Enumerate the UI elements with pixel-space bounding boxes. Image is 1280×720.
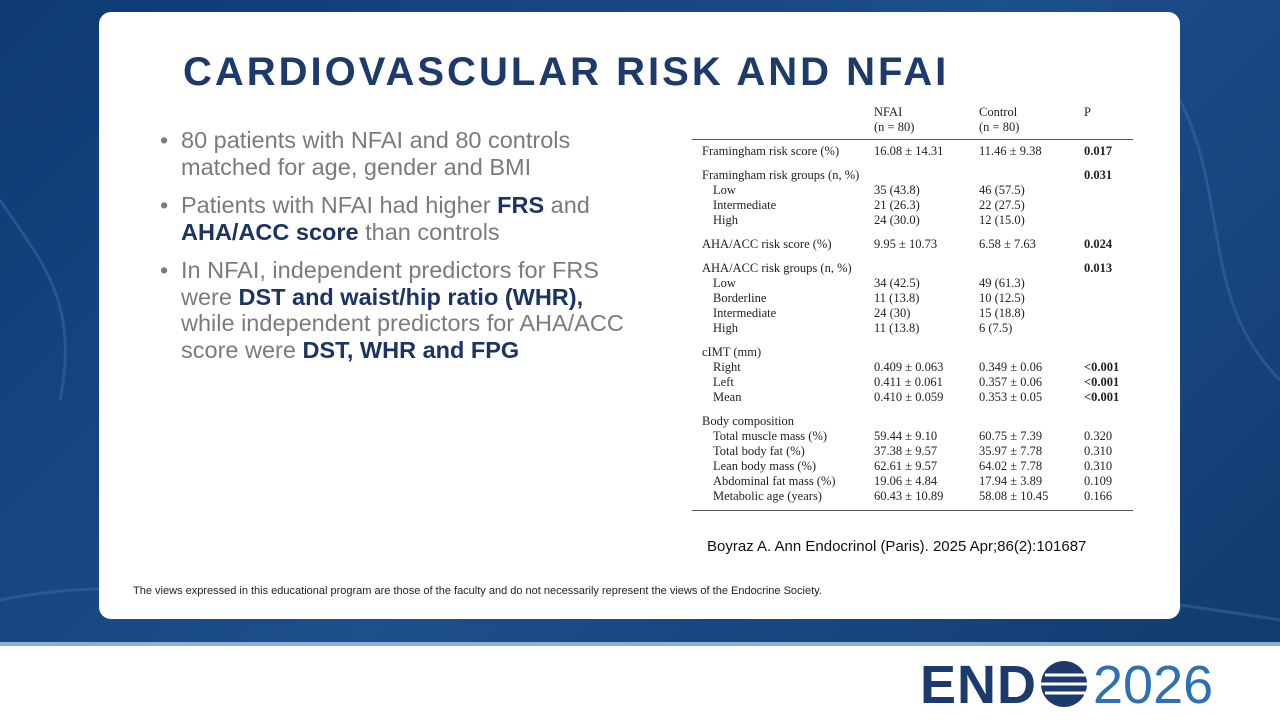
cell-control: 15 (18.8) — [979, 306, 1025, 320]
cell-p: 0.166 — [1084, 489, 1113, 503]
cell-nfai: 24 (30) — [874, 306, 911, 320]
cell-control: 12 (15.0) — [979, 213, 1025, 227]
bullet-text: and — [544, 192, 590, 218]
cell-p: 0.109 — [1084, 474, 1113, 488]
table-header: (n = 80) — [979, 120, 1020, 134]
cell-nfai: 19.06 ± 4.84 — [874, 474, 938, 488]
row-label: cIMT (mm) — [702, 345, 762, 359]
table-rule — [692, 510, 1133, 511]
table-header: (n = 80) — [874, 120, 915, 134]
row-label: Intermediate — [713, 198, 777, 212]
cell-nfai: 37.38 ± 9.57 — [874, 444, 938, 458]
row-label: Total body fat (%) — [713, 444, 805, 458]
row-label: Framingham risk score (%) — [702, 144, 840, 158]
row-label: Intermediate — [713, 306, 777, 320]
cell-control: 64.02 ± 7.78 — [979, 459, 1043, 473]
row-label: High — [713, 213, 738, 227]
bullet-text: FRS — [497, 192, 545, 218]
cell-p: 0.013 — [1084, 261, 1113, 275]
row-label: Total muscle mass (%) — [713, 429, 828, 443]
bullet-text: DST and waist/hip ratio (WHR), — [238, 283, 584, 310]
bullet-text: 80 patients with NFAI and 80 controls ma… — [181, 127, 571, 180]
row-label: Low — [713, 276, 736, 290]
cell-nfai: 24 (30.0) — [874, 213, 920, 227]
row-label: Right — [713, 360, 741, 374]
row-label: Borderline — [713, 291, 767, 305]
cell-p: <0.001 — [1084, 375, 1120, 389]
cell-control: 58.08 ± 10.45 — [979, 489, 1049, 503]
cell-control: 60.75 ± 7.39 — [979, 429, 1043, 443]
cell-nfai: 0.410 ± 0.059 — [874, 390, 944, 404]
cell-nfai: 11 (13.8) — [874, 321, 920, 335]
table-header: P — [1084, 105, 1091, 119]
bullet-text: Patients with NFAI had higher — [181, 192, 498, 218]
row-label: Metabolic age (years) — [713, 489, 822, 503]
row-label: Mean — [713, 390, 742, 404]
logo-year: 2026 — [1093, 655, 1214, 715]
cell-control: 10 (12.5) — [979, 291, 1025, 305]
cell-p: 0.320 — [1084, 429, 1113, 443]
logo-text: END — [920, 655, 1038, 715]
cell-control: 11.46 ± 9.38 — [979, 144, 1042, 158]
bullet-text: AHA/ACC score — [181, 218, 359, 245]
row-label: AHA/ACC risk groups (n, %) — [702, 261, 852, 275]
row-label: Abdominal fat mass (%) — [713, 474, 836, 488]
logo-globe — [1041, 661, 1094, 707]
cell-p: 0.031 — [1084, 168, 1113, 182]
cell-p: 0.024 — [1084, 237, 1113, 251]
cell-nfai: 11 (13.8) — [874, 291, 920, 305]
bullet-item: In NFAI, independent predictors for FRS … — [160, 257, 641, 363]
row-label: Body composition — [702, 414, 795, 428]
bullet-text: while independent predictors for AHA/ACC… — [181, 310, 624, 363]
bullet-text: DST, WHR and FPG — [302, 336, 520, 363]
disclaimer: The views expressed in this educational … — [133, 585, 822, 597]
bullet-item: 80 patients with NFAI and 80 controls ma… — [160, 127, 641, 180]
row-label: High — [713, 321, 738, 335]
cell-nfai: 59.44 ± 9.10 — [874, 429, 938, 443]
cell-nfai: 0.409 ± 0.063 — [874, 360, 944, 374]
table-header: Control — [979, 105, 1018, 119]
logo: END 2026 — [920, 655, 1213, 715]
row-label: Left — [713, 375, 734, 389]
bullet-text: In NFAI, independent predictors for FRS … — [181, 257, 599, 310]
cell-nfai: 60.43 ± 10.89 — [874, 489, 944, 503]
cell-control: 17.94 ± 3.89 — [979, 474, 1043, 488]
cell-nfai: 21 (26.3) — [874, 198, 920, 212]
row-label: AHA/ACC risk score (%) — [702, 237, 832, 251]
cell-nfai: 9.95 ± 10.73 — [874, 237, 938, 251]
cell-control: 6 (7.5) — [979, 321, 1013, 335]
bullet-item: Patients with NFAI had higher FRS and AH… — [160, 192, 641, 245]
row-label: Low — [713, 183, 736, 197]
citation: Boyraz A. Ann Endocrinol (Paris). 2025 A… — [707, 538, 1087, 555]
cell-control: 49 (61.3) — [979, 276, 1025, 290]
cell-nfai: 16.08 ± 14.31 — [874, 144, 944, 158]
cell-control: 46 (57.5) — [979, 183, 1025, 197]
slide-title: CARDIOVASCULAR RISK AND NFAI — [183, 50, 950, 94]
cell-nfai: 0.411 ± 0.061 — [874, 375, 943, 389]
cell-nfai: 62.61 ± 9.57 — [874, 459, 938, 473]
cell-p: <0.001 — [1084, 360, 1120, 374]
table-header: NFAI — [874, 105, 903, 119]
cell-control: 0.353 ± 0.05 — [979, 390, 1043, 404]
cell-control: 0.357 ± 0.06 — [979, 375, 1043, 389]
cell-control: 0.349 ± 0.06 — [979, 360, 1043, 374]
cell-control: 35.97 ± 7.78 — [979, 444, 1043, 458]
cell-p: 0.310 — [1084, 444, 1113, 458]
cell-control: 6.58 ± 7.63 — [979, 237, 1036, 251]
row-label: Lean body mass (%) — [713, 459, 817, 473]
cell-control: 22 (27.5) — [979, 198, 1025, 212]
cell-nfai: 34 (42.5) — [874, 276, 920, 290]
cell-nfai: 35 (43.8) — [874, 183, 920, 197]
cell-p: 0.017 — [1084, 144, 1113, 158]
bullet-text: than controls — [358, 218, 500, 245]
cell-p: 0.310 — [1084, 459, 1113, 473]
table-rule — [692, 139, 1133, 140]
row-label: Framingham risk groups (n, %) — [702, 168, 860, 182]
cell-p: <0.001 — [1084, 390, 1120, 404]
